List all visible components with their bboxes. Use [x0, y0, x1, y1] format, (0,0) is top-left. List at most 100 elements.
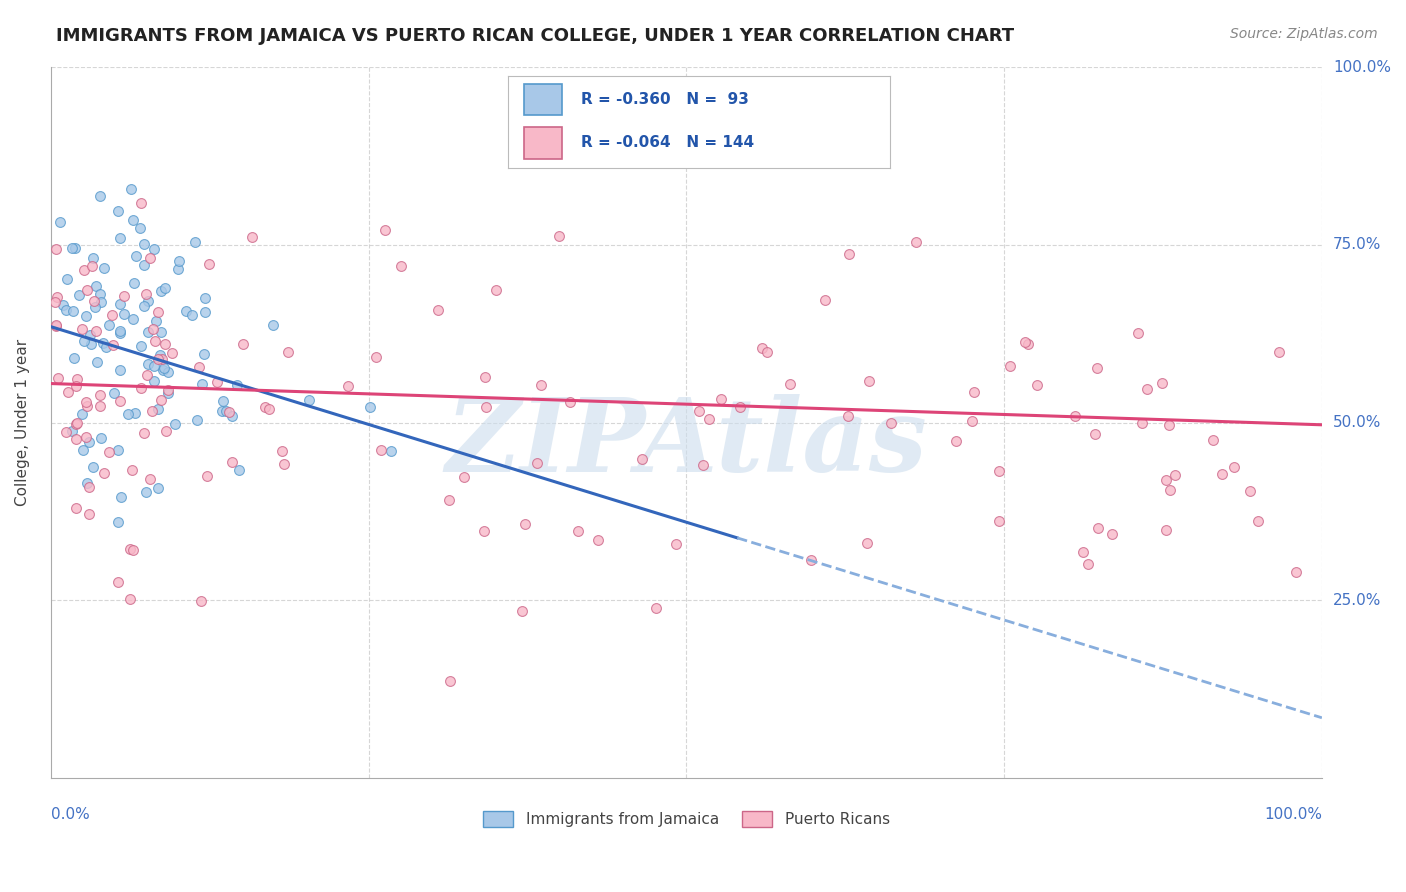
Point [152, 363, 174, 377]
Point [79, 337, 101, 351]
Point [70, 321, 93, 335]
Point [515, 516, 537, 531]
Point [1071, 545, 1094, 559]
Point [52, 297, 75, 311]
Point [193, 347, 215, 361]
Point [49, 214, 72, 228]
Point [837, 409, 859, 423]
Point [149, 325, 172, 339]
Point [630, 452, 652, 467]
Point [134, 258, 156, 272]
Point [146, 305, 169, 319]
Point [453, 470, 475, 484]
Point [1247, 514, 1270, 528]
Point [73, 262, 96, 277]
Point [138, 472, 160, 486]
Point [118, 542, 141, 557]
Point [141, 404, 163, 418]
Point [122, 212, 145, 227]
Point [89, 287, 111, 301]
Point [60, 424, 83, 438]
Point [728, 401, 751, 415]
Text: 100.0%: 100.0% [1264, 806, 1322, 822]
Point [77, 434, 100, 449]
Point [146, 351, 169, 366]
Point [108, 363, 131, 377]
Text: ZIPAtlas: ZIPAtlas [446, 394, 928, 493]
Point [271, 443, 294, 458]
Point [190, 377, 212, 392]
Point [89, 399, 111, 413]
Point [221, 455, 243, 469]
Text: 25.0%: 25.0% [1333, 593, 1381, 608]
Point [110, 324, 132, 338]
Point [142, 374, 165, 388]
Point [108, 230, 131, 244]
Point [86, 355, 108, 369]
Point [218, 404, 240, 418]
Point [359, 400, 381, 414]
Point [155, 424, 177, 438]
Point [688, 404, 710, 418]
Point [1014, 335, 1036, 350]
Point [45, 318, 67, 333]
Point [45, 318, 67, 332]
Point [149, 348, 172, 362]
Point [160, 345, 183, 359]
Point [136, 358, 159, 372]
Point [108, 394, 131, 409]
Point [814, 293, 837, 308]
Point [1101, 526, 1123, 541]
Point [1156, 473, 1178, 487]
Point [44, 294, 66, 309]
Point [1084, 426, 1107, 441]
Point [838, 247, 860, 261]
Point [962, 385, 984, 400]
Point [143, 359, 166, 373]
Point [142, 322, 165, 336]
Point [756, 344, 779, 359]
Point [132, 426, 155, 441]
Point [98, 445, 121, 459]
Point [79, 508, 101, 522]
Point [82, 459, 104, 474]
Point [472, 524, 495, 538]
Point [273, 457, 295, 471]
Point [779, 376, 801, 391]
Point [90, 431, 112, 445]
Point [129, 221, 152, 235]
Point [855, 536, 877, 550]
Point [55, 425, 77, 439]
Point [1267, 344, 1289, 359]
Point [718, 154, 741, 169]
Point [75, 394, 97, 409]
Point [135, 368, 157, 383]
Point [124, 277, 146, 291]
Point [101, 308, 124, 322]
Point [586, 533, 609, 547]
Point [751, 341, 773, 355]
Point [1128, 326, 1150, 341]
Legend: Immigrants from Jamaica, Puerto Ricans: Immigrants from Jamaica, Puerto Ricans [475, 804, 897, 835]
Point [72, 443, 94, 458]
Point [257, 402, 280, 417]
Point [124, 406, 146, 420]
Point [1077, 557, 1099, 571]
Point [145, 314, 167, 328]
Point [1159, 483, 1181, 498]
Point [107, 442, 129, 457]
Point [645, 600, 668, 615]
Point [988, 464, 1011, 478]
Point [337, 379, 360, 393]
Point [298, 392, 321, 407]
Point [987, 515, 1010, 529]
Point [110, 490, 132, 504]
Point [188, 360, 211, 375]
Point [211, 404, 233, 418]
Point [439, 674, 461, 689]
Point [82, 251, 104, 265]
Point [121, 312, 143, 326]
Point [195, 469, 218, 483]
Point [526, 456, 548, 470]
Point [117, 408, 139, 422]
